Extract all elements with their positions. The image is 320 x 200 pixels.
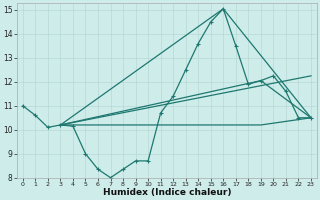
X-axis label: Humidex (Indice chaleur): Humidex (Indice chaleur) bbox=[103, 188, 231, 197]
